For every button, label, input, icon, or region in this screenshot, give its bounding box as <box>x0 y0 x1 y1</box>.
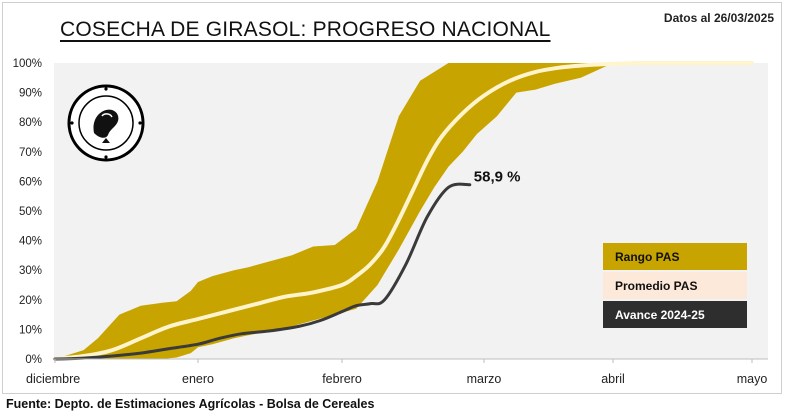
chart-title: COSECHA DE GIRASOL: PROGRESO NACIONAL <box>60 18 551 41</box>
y-tick-label: 50% <box>19 206 42 218</box>
y-tick-label: 40% <box>19 236 42 248</box>
x-tick-label: enero <box>182 372 214 386</box>
y-tick-label: 70% <box>19 147 42 159</box>
y-tick-label: 30% <box>19 265 42 277</box>
current-value-annotation: 58,9 % <box>474 169 521 186</box>
y-tick-label: 90% <box>19 88 42 100</box>
x-tick-label: febrero <box>322 372 362 386</box>
y-tick-label: 10% <box>19 324 42 336</box>
y-tick-label: 20% <box>19 295 42 307</box>
data-date-note: Datos al 26/03/2025 <box>663 11 774 25</box>
x-tick-label: mayo <box>737 372 768 386</box>
x-tick-label: diciembre <box>26 372 80 386</box>
x-tick-label: abril <box>601 372 625 386</box>
promedio-pas-line <box>53 60 754 361</box>
x-tick-label: marzo <box>467 372 502 386</box>
y-tick-label: 60% <box>19 176 42 188</box>
bolsa-de-cereales-seal-logo <box>66 83 146 163</box>
avance-2024-25-line <box>53 182 472 361</box>
legend-label: Promedio PAS <box>615 278 698 293</box>
y-tick-label: 100% <box>13 58 42 70</box>
legend-label: Rango PAS <box>615 249 680 264</box>
legend-label: Avance 2024-25 <box>615 307 705 322</box>
source-note: Fuente: Depto. de Estimaciones Agrícolas… <box>6 397 375 411</box>
legend-item: Promedio PAS <box>603 272 747 299</box>
legend-item: Avance 2024-25 <box>603 301 747 328</box>
y-tick-label: 0% <box>25 354 42 366</box>
y-tick-label: 80% <box>19 117 42 129</box>
legend-item: Rango PAS <box>603 243 747 270</box>
chart-frame <box>2 2 782 394</box>
